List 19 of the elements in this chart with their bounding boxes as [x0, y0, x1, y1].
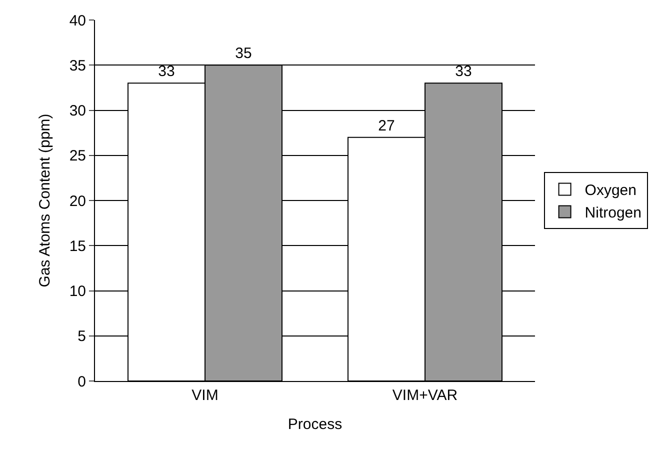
y-tick-label: 20: [69, 192, 86, 210]
data-label: 33: [158, 63, 175, 80]
y-tick-label: 25: [69, 148, 86, 165]
x-tick-label: VIM+VAR: [392, 387, 458, 404]
y-tick-label: 10: [69, 283, 86, 300]
y-tick-label: 30: [69, 102, 86, 120]
legend-label: Nitrogen: [584, 204, 642, 222]
data-label: 27: [378, 117, 395, 134]
y-tick-label: 15: [69, 238, 86, 255]
y-tick-label: 0: [78, 373, 86, 390]
data-label: 35: [235, 45, 252, 62]
x-axis-title: Process: [288, 416, 342, 433]
y-tick-label: 35: [69, 57, 86, 74]
y-tick-label: 40: [69, 12, 86, 30]
y-tick-label: 5: [78, 328, 86, 346]
y-axis-title: Gas Atoms Content (ppm): [36, 114, 54, 288]
data-label: 33: [455, 63, 472, 80]
legend-label: Oxygen: [584, 182, 637, 200]
x-tick-label: VIM: [192, 387, 218, 404]
